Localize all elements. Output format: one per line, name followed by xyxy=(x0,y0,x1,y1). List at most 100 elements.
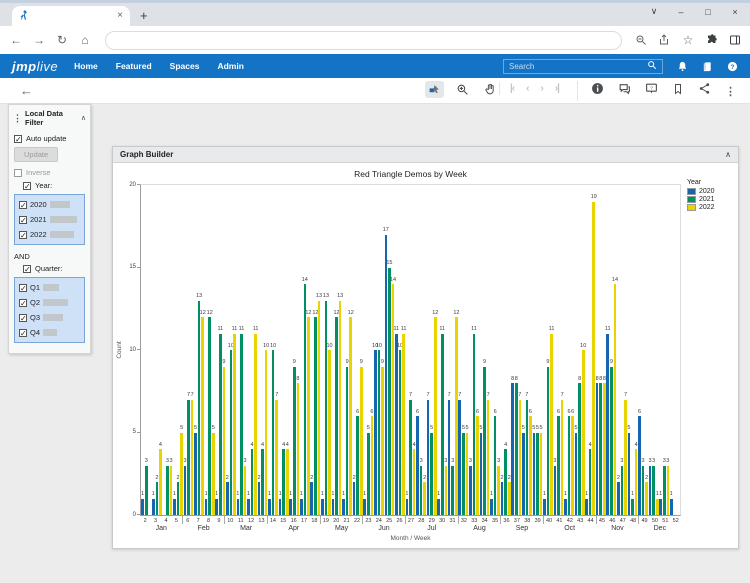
bar-2021-week-23[interactable]: 5 xyxy=(367,433,370,516)
share-icon[interactable] xyxy=(698,82,711,100)
bar-2021-week-38[interactable]: 7 xyxy=(526,400,529,516)
bar-2021-week-8[interactable]: 12 xyxy=(208,317,211,515)
bar-2020-week-28[interactable]: 6 xyxy=(416,416,419,515)
bar-2020-week-32[interactable]: 7 xyxy=(458,400,461,516)
bar-2021-week-28[interactable]: 3 xyxy=(420,466,423,516)
first-page-icon[interactable]: |‹ xyxy=(510,83,514,94)
bar-2022-week-32[interactable]: 5 xyxy=(466,433,469,516)
bar-2020-week-6[interactable]: 3 xyxy=(184,466,187,516)
bar-2022-week-31[interactable]: 12 xyxy=(455,317,458,515)
next-page-icon[interactable]: › xyxy=(540,83,542,94)
bar-2022-week-36[interactable]: 2 xyxy=(508,482,511,515)
bar-2022-week-29[interactable]: 12 xyxy=(434,317,437,515)
bar-2022-week-49[interactable]: 2 xyxy=(645,482,648,515)
bar-2022-week-17[interactable]: 12 xyxy=(307,317,310,515)
update-button[interactable]: Update xyxy=(14,147,58,162)
bar-2021-week-44[interactable]: 4 xyxy=(589,449,592,515)
bar-2021-week-26[interactable]: 10 xyxy=(399,350,402,515)
bar-2021-week-30[interactable]: 11 xyxy=(441,334,444,516)
bar-2021-week-21[interactable]: 9 xyxy=(346,367,349,516)
bar-2021-week-15[interactable]: 4 xyxy=(282,449,285,515)
bar-2021-week-14[interactable]: 10 xyxy=(272,350,275,515)
bar-2020-week-9[interactable]: 1 xyxy=(215,499,218,516)
window-menu-icon[interactable]: ∨ xyxy=(649,6,659,17)
bar-2020-week-5[interactable]: 1 xyxy=(173,499,176,516)
filter-menu-icon[interactable]: ⋮ xyxy=(13,113,22,124)
extensions-icon[interactable] xyxy=(706,34,718,46)
zoom-out-icon[interactable] xyxy=(635,34,647,46)
bar-2021-week-18[interactable]: 12 xyxy=(314,317,317,515)
bar-2022-week-47[interactable]: 7 xyxy=(624,400,627,516)
bar-2020-week-21[interactable]: 1 xyxy=(342,499,345,516)
bar-2021-week-6[interactable]: 7 xyxy=(187,400,190,516)
bar-2022-week-50[interactable]: 1 xyxy=(656,499,659,516)
notifications-bell-icon[interactable] xyxy=(677,61,688,72)
bar-2021-week-39[interactable]: 5 xyxy=(536,433,539,516)
bar-2020-week-10[interactable]: 2 xyxy=(226,482,229,515)
bar-2021-week-34[interactable]: 9 xyxy=(483,367,486,516)
bar-2021-week-50[interactable]: 3 xyxy=(652,466,655,516)
present-icon[interactable]: ? xyxy=(645,82,658,100)
back-icon[interactable]: ← xyxy=(9,34,23,46)
bar-2022-week-39[interactable]: 5 xyxy=(540,433,543,516)
filter-group-checkbox[interactable]: ✓ xyxy=(23,182,31,190)
bar-2022-week-41[interactable]: 7 xyxy=(561,400,564,516)
option-checkbox[interactable]: ✓ xyxy=(19,231,27,239)
bar-2022-week-9[interactable]: 9 xyxy=(223,367,226,516)
inverse-checkbox[interactable] xyxy=(14,169,22,177)
bar-2020-week-12[interactable]: 1 xyxy=(247,499,250,516)
bar-2021-week-49[interactable]: 3 xyxy=(642,466,645,516)
bar-2020-week-43[interactable]: 5 xyxy=(575,433,578,516)
bar-2022-week-28[interactable]: 2 xyxy=(423,482,426,515)
filter-option-q1[interactable]: ✓Q1 xyxy=(18,280,81,295)
bar-2020-week-3[interactable]: 1 xyxy=(152,499,155,516)
bar-2022-week-25[interactable]: 14 xyxy=(392,284,395,515)
bar-2021-week-2[interactable]: 3 xyxy=(145,466,148,516)
bar-2021-week-36[interactable]: 4 xyxy=(504,449,507,515)
bar-2020-week-22[interactable]: 2 xyxy=(353,482,356,515)
bar-2021-week-31[interactable]: 3 xyxy=(451,466,454,516)
bar-2022-week-3[interactable]: 4 xyxy=(159,449,162,515)
bar-2020-week-13[interactable]: 2 xyxy=(258,482,261,515)
bar-2020-week-48[interactable]: 5 xyxy=(628,433,631,516)
bar-2022-week-10[interactable]: 11 xyxy=(233,334,236,516)
side-panel-icon[interactable] xyxy=(729,34,741,46)
bar-2022-week-20[interactable]: 13 xyxy=(339,301,342,516)
bar-2020-week-37[interactable]: 8 xyxy=(511,383,514,515)
bar-2020-week-27[interactable]: 1 xyxy=(406,499,409,516)
bar-2022-week-45[interactable]: 8 xyxy=(603,383,606,515)
bar-2021-week-4[interactable]: 3 xyxy=(166,466,169,516)
bar-2021-week-46[interactable]: 9 xyxy=(610,367,613,516)
bar-2022-week-14[interactable]: 7 xyxy=(275,400,278,516)
bar-2021-week-41[interactable]: 6 xyxy=(557,416,560,515)
home-icon[interactable]: ⌂ xyxy=(78,34,92,46)
bar-2020-week-46[interactable]: 11 xyxy=(606,334,609,516)
bar-2021-week-35[interactable]: 6 xyxy=(494,416,497,515)
browser-tab[interactable]: × xyxy=(12,6,130,26)
hand-tool-icon[interactable] xyxy=(481,81,500,98)
tab-close-icon[interactable]: × xyxy=(117,11,123,21)
bar-2021-week-51[interactable]: 3 xyxy=(663,466,666,516)
bar-2022-week-12[interactable]: 11 xyxy=(254,334,257,516)
bar-2022-week-24[interactable]: 9 xyxy=(381,367,384,516)
zoom-tool-icon[interactable] xyxy=(453,81,472,98)
window-close-icon[interactable]: × xyxy=(730,7,740,17)
bar-2021-week-29[interactable]: 5 xyxy=(430,433,433,516)
bar-2020-week-49[interactable]: 6 xyxy=(638,416,641,515)
bar-2022-week-34[interactable]: 7 xyxy=(487,400,490,516)
filter-group-checkbox[interactable]: ✓ xyxy=(23,265,31,273)
bar-2021-week-47[interactable]: 3 xyxy=(621,466,624,516)
bar-2020-week-19[interactable]: 1 xyxy=(321,499,324,516)
bar-2022-week-30[interactable]: 3 xyxy=(445,466,448,516)
bar-2021-week-10[interactable]: 10 xyxy=(230,350,233,515)
filter-option-q2[interactable]: ✓Q2 xyxy=(18,295,81,310)
bar-2020-week-38[interactable]: 5 xyxy=(522,433,525,516)
bar-2020-week-8[interactable]: 1 xyxy=(205,499,208,516)
bar-2020-week-35[interactable]: 1 xyxy=(490,499,493,516)
bar-2020-week-40[interactable]: 1 xyxy=(543,499,546,516)
bar-2022-week-21[interactable]: 12 xyxy=(349,317,352,515)
bar-2020-week-11[interactable]: 1 xyxy=(237,499,240,516)
bar-2020-week-26[interactable]: 11 xyxy=(395,334,398,516)
bar-2022-week-5[interactable]: 5 xyxy=(180,433,183,516)
bar-2022-week-40[interactable]: 11 xyxy=(550,334,553,516)
